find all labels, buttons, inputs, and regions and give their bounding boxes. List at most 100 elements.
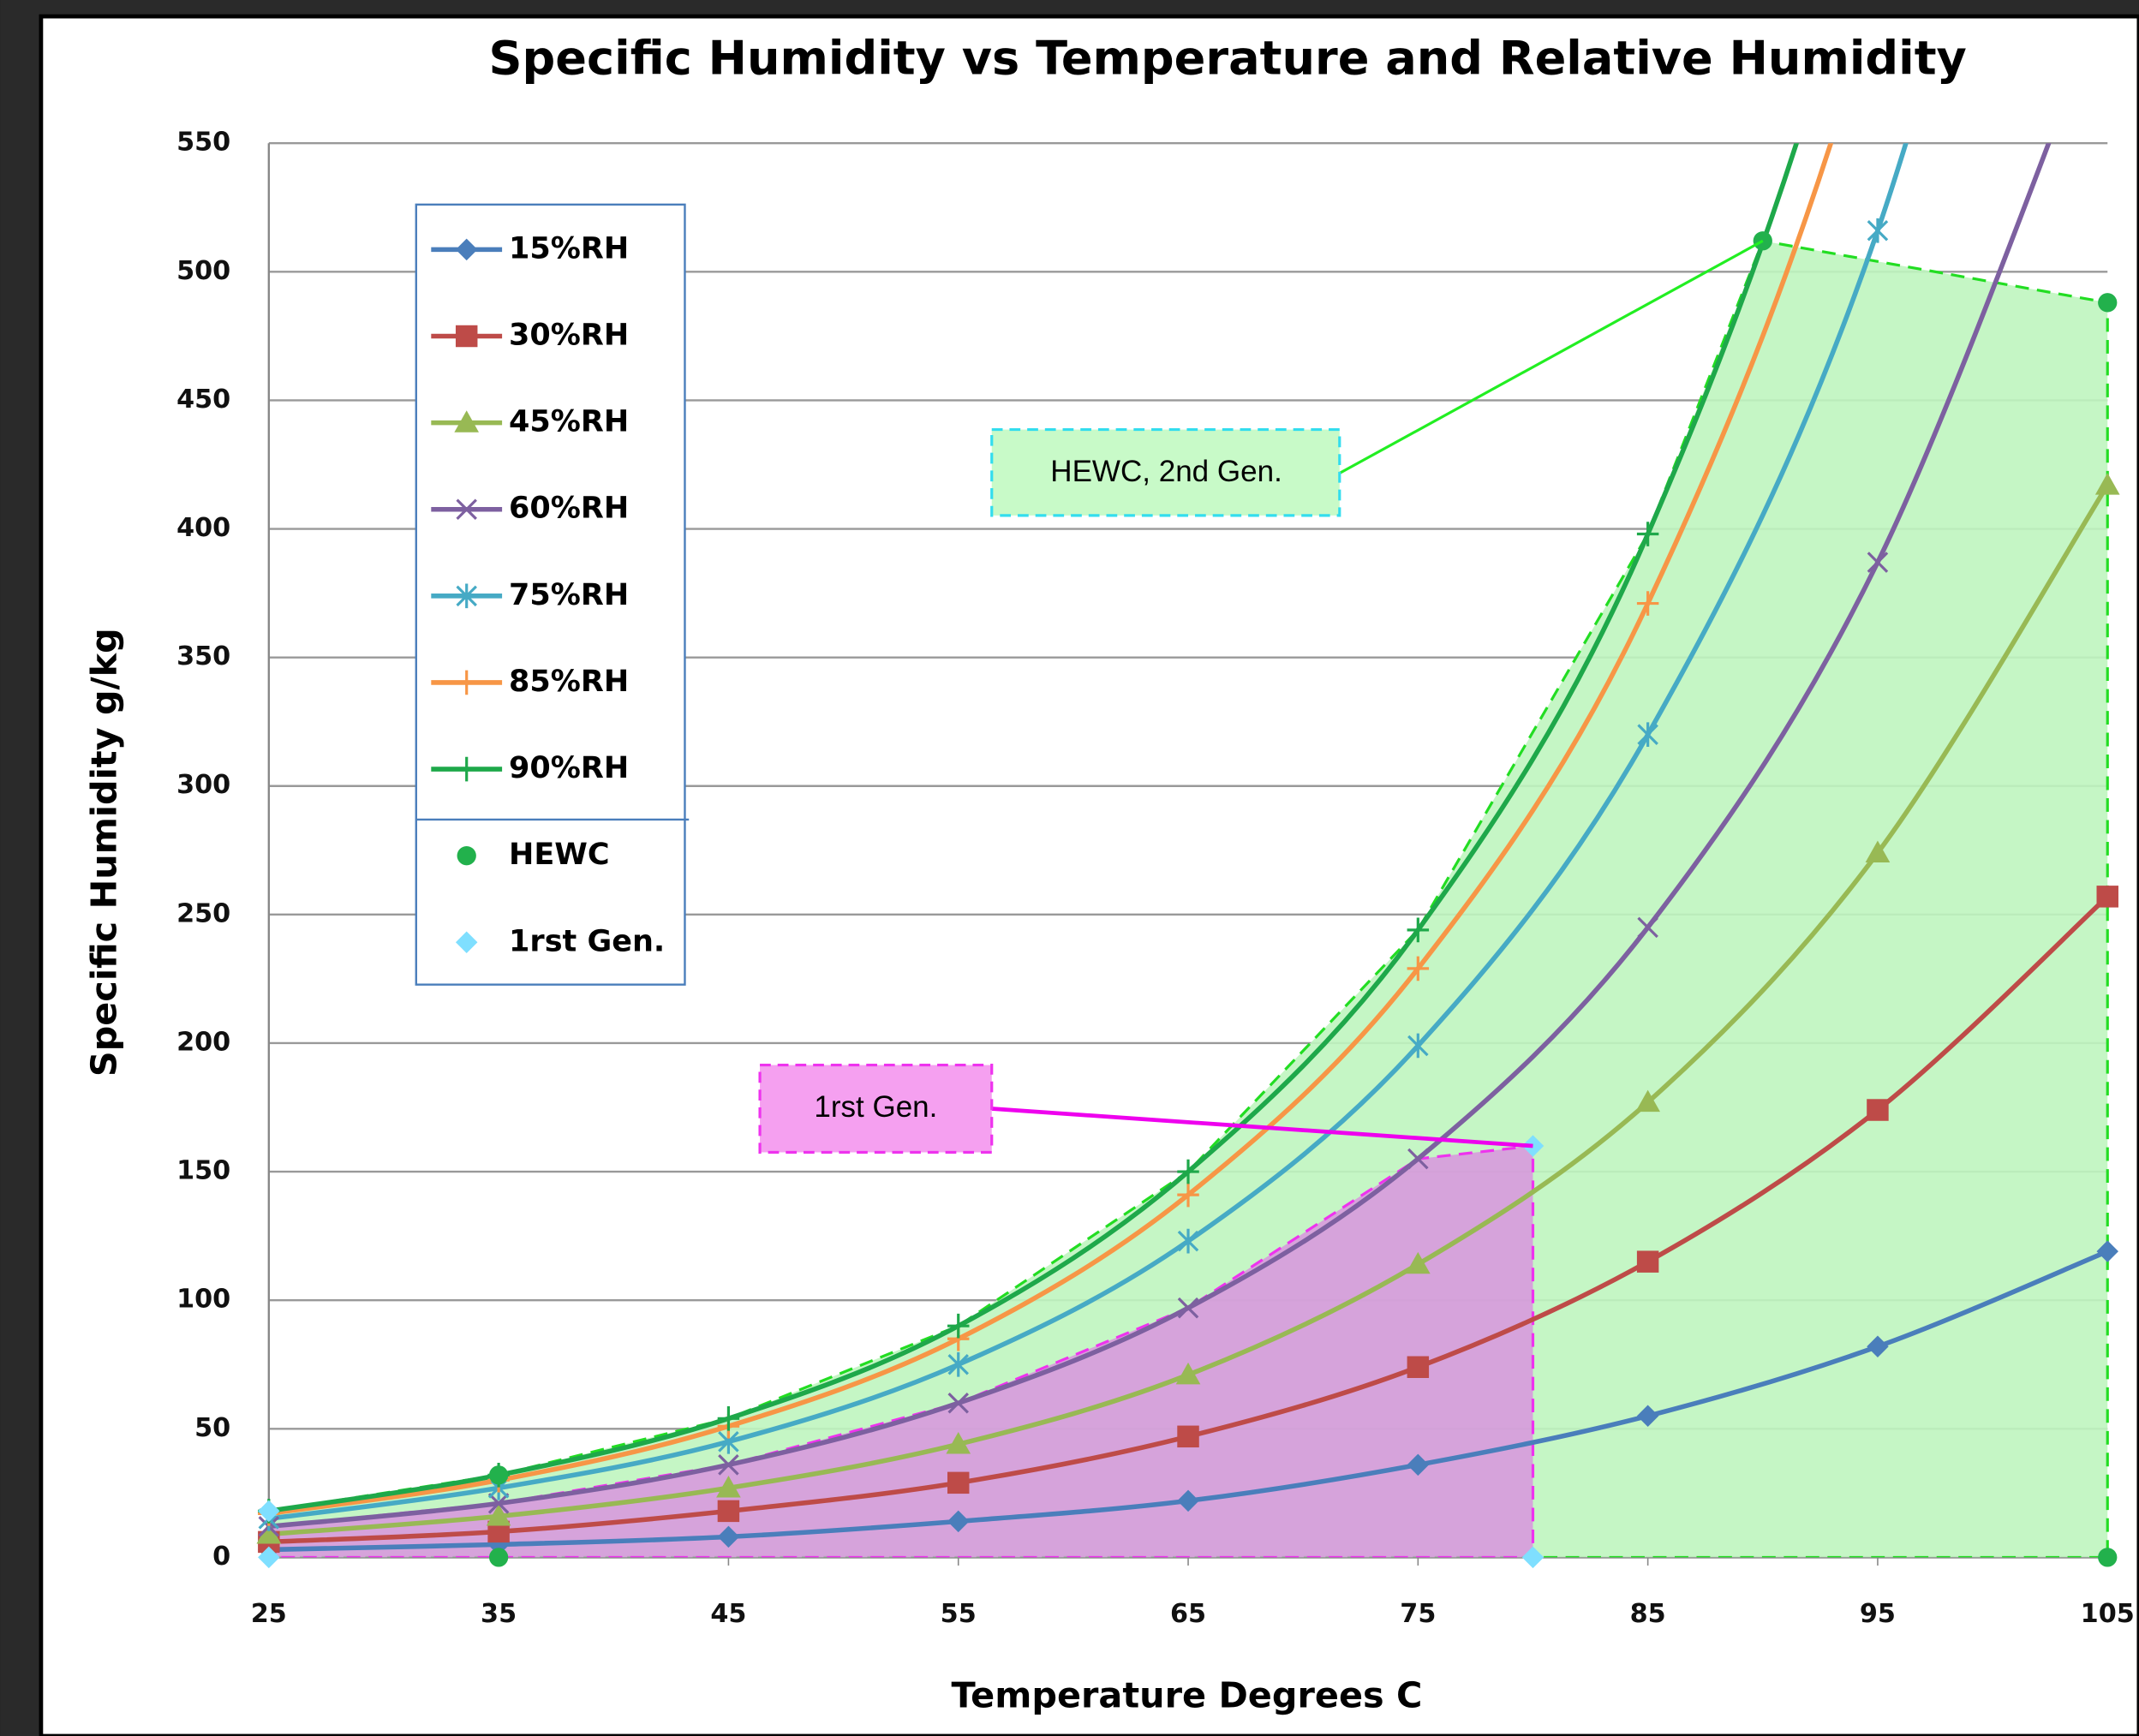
marker bbox=[1177, 1489, 1199, 1512]
y-tick-label: 50 bbox=[194, 1413, 230, 1443]
marker bbox=[1637, 722, 1658, 748]
y-tick-label: 500 bbox=[176, 256, 230, 286]
marker bbox=[2094, 473, 2120, 495]
marker bbox=[2096, 886, 2118, 908]
marker bbox=[1867, 218, 1889, 243]
legend-label: 90%RH bbox=[509, 750, 629, 785]
marker bbox=[947, 1392, 969, 1414]
marker bbox=[1865, 840, 1891, 862]
x-axis-title: Temperature Degrees C bbox=[951, 1674, 1422, 1715]
chart-title: Specific Humidity vs Temperature and Rel… bbox=[489, 31, 1967, 85]
marker bbox=[1407, 1356, 1430, 1378]
annotation-box bbox=[758, 1063, 994, 1154]
y-tick-label: 350 bbox=[176, 641, 230, 671]
markers bbox=[256, 218, 2120, 1569]
x-tick-label: 105 bbox=[2081, 1599, 2135, 1629]
marker bbox=[1177, 1182, 1199, 1208]
marker bbox=[1407, 1148, 1429, 1170]
marker bbox=[455, 325, 478, 348]
marker bbox=[1521, 1546, 1545, 1569]
marker bbox=[2098, 293, 2118, 313]
series-line bbox=[268, 894, 2110, 1545]
marker bbox=[1867, 1099, 1889, 1121]
y-axis-title: Specific Humidity g/kg bbox=[83, 628, 124, 1077]
y-tick-label: 550 bbox=[176, 128, 230, 158]
annotation: 1rst Gen. bbox=[814, 1090, 937, 1124]
series-line bbox=[268, 143, 1834, 1517]
annotation-line bbox=[1339, 239, 1764, 474]
marker bbox=[1177, 1228, 1199, 1254]
marker bbox=[455, 670, 478, 695]
marker bbox=[1635, 1089, 1660, 1113]
marker bbox=[457, 846, 476, 866]
marker bbox=[455, 756, 478, 782]
marker bbox=[488, 1548, 509, 1567]
marker bbox=[486, 1504, 511, 1526]
marker bbox=[488, 1465, 509, 1485]
x-tick-label: 65 bbox=[1170, 1599, 1206, 1629]
marker bbox=[947, 1471, 970, 1494]
x-tick-label: 35 bbox=[481, 1599, 517, 1629]
marker bbox=[947, 1351, 969, 1377]
marker bbox=[2096, 1240, 2118, 1262]
legend-label: 85%RH bbox=[509, 664, 629, 699]
marker bbox=[1406, 1251, 1431, 1274]
marker bbox=[256, 1522, 282, 1544]
marker bbox=[717, 1500, 740, 1523]
marker bbox=[717, 1405, 740, 1431]
marker bbox=[947, 1313, 970, 1339]
annotation-box bbox=[990, 427, 1341, 517]
legend: 15%RH 30%RH 45%RH 60%RH 75%RH 85%RH 90%RH HEWC 1… bbox=[415, 203, 690, 986]
series-line bbox=[268, 143, 1909, 1522]
first-gen-region bbox=[268, 1144, 1535, 1558]
marker bbox=[1636, 1405, 1659, 1428]
marker bbox=[456, 498, 477, 520]
marker bbox=[1177, 1425, 1199, 1448]
marker bbox=[718, 1454, 739, 1476]
marker bbox=[1636, 522, 1659, 546]
legend-label: 15%RH bbox=[509, 230, 629, 265]
annotation: HEWC, 2nd Gen. bbox=[1050, 455, 1282, 488]
x-tick-label: 45 bbox=[710, 1599, 746, 1629]
legend-label: 1rst Gen. bbox=[509, 923, 665, 958]
y-tick-label: 450 bbox=[176, 385, 230, 415]
marker bbox=[717, 1525, 740, 1548]
marker bbox=[487, 1493, 510, 1514]
legend-label: HEWC bbox=[509, 837, 610, 872]
marker bbox=[1175, 1362, 1201, 1385]
marker bbox=[456, 583, 477, 609]
marker bbox=[1867, 552, 1889, 573]
marker bbox=[1407, 1033, 1429, 1059]
y-tick-label: 0 bbox=[212, 1542, 230, 1572]
marker bbox=[1407, 956, 1430, 981]
x-tick-label: 75 bbox=[1400, 1599, 1436, 1629]
regions bbox=[268, 239, 2109, 1558]
series-line bbox=[268, 143, 1800, 1514]
hewc-region bbox=[268, 239, 2109, 1558]
y-tick-label: 200 bbox=[176, 1027, 230, 1057]
annotation-line bbox=[991, 1107, 1533, 1148]
series-line bbox=[268, 484, 2110, 1537]
marker bbox=[716, 1476, 741, 1498]
marker bbox=[2098, 1548, 2118, 1567]
marker bbox=[1407, 917, 1430, 943]
x-tick-label: 85 bbox=[1630, 1599, 1666, 1629]
legend-label: 75%RH bbox=[509, 577, 629, 612]
legend-label: 30%RH bbox=[509, 318, 629, 353]
annotations: HEWC, 2nd Gen. 1rst Gen. bbox=[758, 239, 1764, 1154]
y-tick-label: 100 bbox=[176, 1285, 230, 1315]
marker bbox=[1636, 591, 1659, 616]
marker bbox=[1407, 1453, 1430, 1476]
marker bbox=[946, 1431, 971, 1454]
y-tick-label: 150 bbox=[176, 1156, 230, 1186]
marker bbox=[1636, 1250, 1659, 1273]
y-tick-label: 250 bbox=[176, 898, 230, 928]
marker bbox=[1177, 1159, 1199, 1184]
marker bbox=[454, 410, 480, 433]
x-tick-label: 55 bbox=[941, 1599, 977, 1629]
marker bbox=[1637, 916, 1658, 939]
x-tick-label: 25 bbox=[251, 1599, 287, 1629]
marker bbox=[1177, 1297, 1199, 1319]
